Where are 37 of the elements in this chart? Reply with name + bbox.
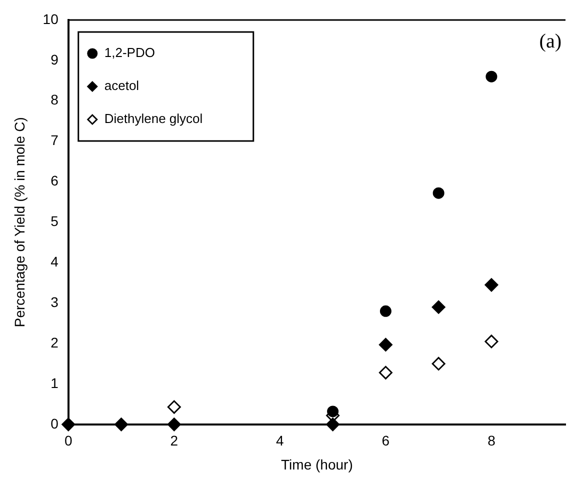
point [327,406,339,418]
x-tick-label: 2 [170,432,178,449]
point [378,366,392,380]
point [167,400,181,414]
y-tick-label: 10 [42,10,59,27]
annotation: (a) [539,30,562,52]
y-axis-title: Percentage of Yield (% in mole C) [11,117,28,328]
y-tick-label: 0 [50,415,59,432]
legend-label: 1,2-PDO [104,45,155,60]
x-axis-title: Time (hour) [281,456,353,472]
y-tick-label: 3 [50,294,59,310]
y-tick-label: 5 [50,213,59,230]
y-tick-label: 2 [50,334,59,350]
point [114,418,128,432]
y-tick-label: 6 [50,172,59,189]
point [484,278,498,292]
y-tick-label: 9 [50,51,59,68]
point [326,418,340,432]
point [62,418,76,432]
point [167,418,181,432]
y-tick-label: 7 [50,132,59,148]
point [432,300,446,314]
point [486,70,498,82]
point [380,305,392,317]
legend-label: acetol [104,78,140,94]
point [378,338,392,352]
x-tick-label: 8 [488,432,496,449]
point [484,334,498,348]
x-tick-label: 4 [276,432,284,449]
legend-label: Diethylene glycol [104,111,203,126]
y-tick-label: 4 [50,254,59,270]
x-tick-label: 0 [64,432,72,449]
point [432,356,446,370]
y-tick-label: 1 [50,374,59,391]
point [432,187,444,199]
x-tick-label: 6 [382,432,390,449]
y-tick-label: 8 [50,92,59,108]
